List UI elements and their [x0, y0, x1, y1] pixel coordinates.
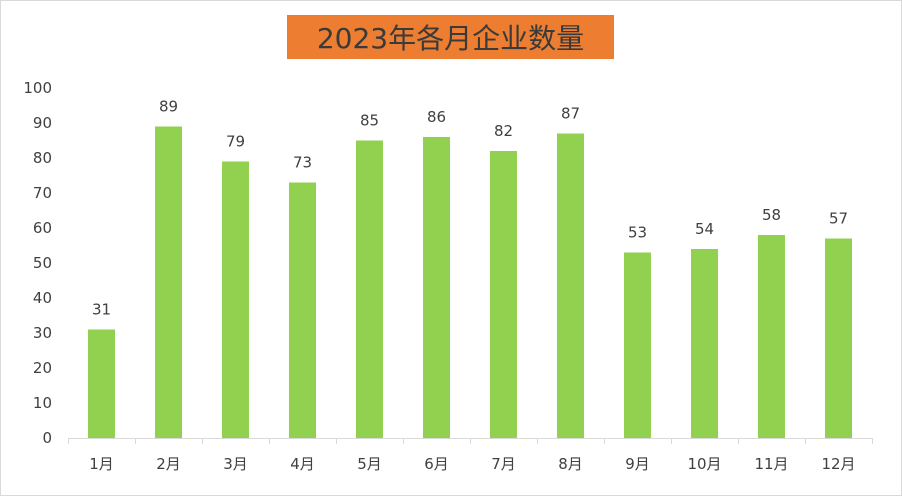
data-labels: 31 89 79 73 85 86 82 87 53 54 58 57 [92, 98, 848, 319]
y-tick-label: 100 [23, 79, 52, 97]
y-tick-label: 60 [33, 219, 52, 237]
data-label: 54 [695, 220, 714, 238]
data-label: 86 [427, 108, 446, 126]
bar [155, 126, 182, 438]
x-tick-label: 11月 [754, 455, 788, 473]
bar [557, 133, 584, 438]
bar [624, 252, 651, 438]
x-tick-label: 2月 [156, 455, 181, 473]
x-tick-label: 10月 [687, 455, 721, 473]
y-tick-label: 10 [33, 394, 52, 412]
y-tick-label: 50 [33, 254, 52, 272]
y-tick-label: 70 [33, 184, 52, 202]
y-tick-label: 90 [33, 114, 52, 132]
y-tick-label: 40 [33, 289, 52, 307]
x-axis-labels: 1月 2月 3月 4月 5月 6月 7月 8月 9月 10月 11月 12月 [89, 455, 855, 473]
bar [356, 140, 383, 438]
data-label: 79 [226, 133, 245, 151]
bar [691, 249, 718, 438]
data-label: 87 [561, 105, 580, 123]
data-label: 82 [494, 122, 513, 140]
x-tick-label: 8月 [558, 455, 583, 473]
bars [88, 126, 852, 438]
x-tick-label: 7月 [491, 455, 516, 473]
y-tick-label: 30 [33, 324, 52, 342]
y-tick-label: 20 [33, 359, 52, 377]
x-tick-label: 5月 [357, 455, 382, 473]
y-axis-ticks: 0 10 20 30 40 50 60 70 80 90 100 [23, 79, 52, 447]
bar [289, 182, 316, 438]
data-label: 89 [159, 98, 178, 116]
bar [758, 235, 785, 438]
x-tick-label: 4月 [290, 455, 315, 473]
bar [222, 161, 249, 438]
x-tick-label: 9月 [625, 455, 650, 473]
data-label: 57 [829, 210, 848, 228]
bar [88, 329, 115, 438]
bar [423, 137, 450, 438]
data-label: 58 [762, 206, 781, 224]
y-tick-label: 0 [42, 429, 52, 447]
data-label: 31 [92, 301, 111, 319]
bar [490, 151, 517, 438]
x-tick-label: 3月 [223, 455, 248, 473]
bar [825, 238, 852, 438]
x-tick-label: 12月 [821, 455, 855, 473]
data-label: 73 [293, 154, 312, 172]
y-tick-label: 80 [33, 149, 52, 167]
x-tick-label: 6月 [424, 455, 449, 473]
x-axis-tick-marks [68, 438, 873, 444]
data-label: 53 [628, 224, 647, 242]
x-tick-label: 1月 [89, 455, 114, 473]
chart-title: 2023年各月企业数量 [287, 15, 614, 59]
data-label: 85 [360, 112, 379, 130]
